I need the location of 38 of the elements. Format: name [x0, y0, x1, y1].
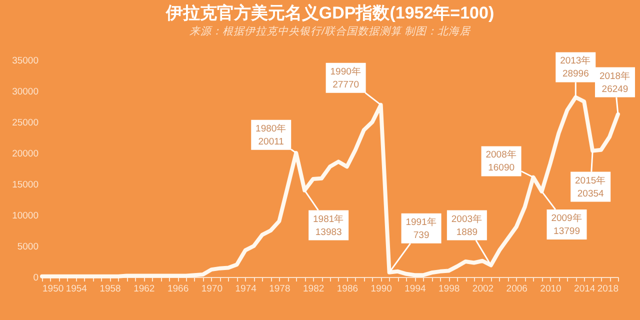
- y-tick-label: 35000: [12, 56, 38, 66]
- annotation: 1990年 27770: [330, 65, 362, 90]
- annotation: 2013年 28996: [560, 54, 592, 80]
- y-tick-label: 0: [33, 272, 38, 284]
- chart-subtitle: 来源：根据伊拉克中央银行/联合国数据测算 制图：北海居: [190, 26, 472, 38]
- x-tick-label: 1974: [235, 284, 256, 294]
- x-tick-label: 2010: [540, 284, 562, 294]
- x-tick-label: 1954: [66, 284, 87, 294]
- annotation: 2015年 20354: [575, 174, 606, 200]
- chart-title: 伊拉克官方美元名义GDP指数(1952年=100): [164, 4, 494, 23]
- x-tick-label: 1990: [370, 284, 392, 294]
- annotation: 2009年 13799: [551, 212, 582, 237]
- x-tick-label: 1978: [269, 284, 290, 294]
- x-tick-label: 1986: [336, 284, 358, 294]
- x-tick-label: 1970: [201, 284, 222, 294]
- y-tick-label: 25000: [12, 118, 38, 128]
- x-tick-label: 2014: [574, 284, 596, 294]
- x-tick-label: 1966: [167, 284, 189, 294]
- x-tick-label: 1998: [438, 284, 460, 294]
- annotation: 2018年 26249: [599, 70, 631, 95]
- x-tick-label: 1994: [404, 284, 426, 294]
- annotation: 2008年 16090: [486, 148, 517, 174]
- x-tick-label: 2018: [597, 284, 618, 294]
- x-tick-label: 2002: [472, 284, 494, 294]
- annotation: 1981年 13983: [313, 212, 344, 238]
- x-tick-label: 2006: [506, 284, 528, 294]
- annotation: 2003年 1889: [451, 212, 483, 238]
- y-tick-label: 5000: [17, 242, 38, 252]
- y-tick-label: 30000: [12, 86, 38, 98]
- y-tick-label: 20000: [12, 148, 38, 160]
- annotation: 1991年 739: [406, 216, 437, 241]
- y-tick-label: 15000: [12, 180, 38, 190]
- y-tick-label: 10000: [12, 210, 38, 222]
- x-tick-label: 1982: [302, 284, 324, 294]
- annotation: 1980年 20011: [256, 122, 287, 148]
- x-tick-label: 1962: [134, 284, 155, 294]
- x-tick-label: 1950: [42, 284, 64, 294]
- x-tick-label: 1958: [100, 284, 121, 294]
